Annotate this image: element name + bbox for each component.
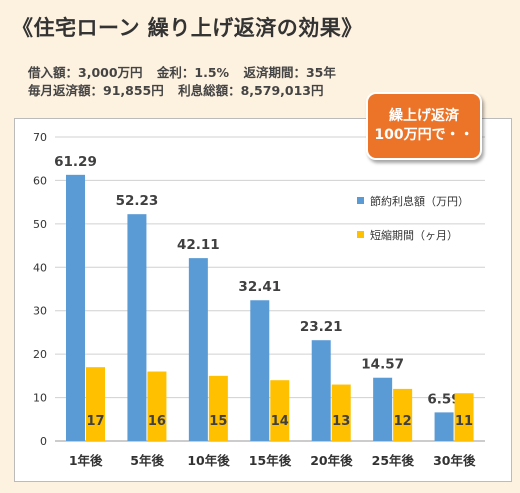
savings-bar (250, 300, 270, 441)
callout-line1: 繰上げ返済 (389, 108, 459, 124)
prepayment-callout: 繰上げ返済 100万円で・・ (366, 92, 482, 160)
x-tick-label: 30年後 (433, 453, 476, 468)
repayment-period: 返済期間：35年 (243, 65, 336, 80)
shortened-data-label: 15 (209, 414, 227, 429)
y-tick-label: 70 (33, 131, 47, 144)
shortened-data-label: 13 (332, 414, 350, 429)
y-tick-label: 60 (33, 174, 47, 187)
x-tick-label: 10年後 (187, 453, 230, 468)
savings-data-label: 42.11 (177, 237, 220, 253)
legend-label-shortened: 短縮期間（ヶ月） (370, 228, 458, 242)
y-tick-label: 20 (33, 348, 47, 361)
savings-bar (311, 340, 331, 441)
y-tick-label: 0 (40, 435, 47, 448)
savings-bar (373, 377, 393, 441)
savings-data-label: 52.23 (116, 193, 159, 209)
legend-swatch-savings (357, 197, 364, 204)
loan-amount: 借入額：3,000万円 (28, 65, 143, 80)
x-tick-label: 1年後 (69, 453, 103, 468)
shortened-bar (208, 375, 228, 441)
savings-data-label: 6.59 (427, 391, 460, 407)
callout-line2: 100万円で・・ (374, 127, 474, 143)
legend-label-savings: 節約利息額（万円） (370, 194, 469, 208)
shortened-bar (270, 380, 290, 441)
savings-bar (66, 174, 85, 441)
savings-bar (188, 258, 208, 441)
y-tick-label: 50 (33, 218, 47, 231)
loan-info-line1: 借入額：3,000万円 金利：1.5% 返済期間：35年 (28, 62, 346, 81)
y-tick-label: 40 (33, 261, 47, 274)
shortened-data-label: 16 (148, 414, 166, 429)
total-interest: 利息総額：8,579,013円 (178, 83, 324, 98)
shortened-bar (86, 367, 105, 441)
savings-bar (434, 412, 454, 441)
loan-info-line2: 毎月返済額：91,855円 利息総額：8,579,013円 (28, 80, 334, 99)
shortened-data-label: 17 (86, 414, 104, 429)
x-tick-label: 25年後 (372, 453, 415, 468)
shortened-bar (393, 388, 413, 441)
x-tick-label: 5年後 (130, 453, 164, 468)
legend-swatch-shortened (357, 231, 364, 238)
shortened-bar (331, 384, 351, 441)
y-tick-label: 10 (33, 392, 47, 405)
x-tick-label: 20年後 (310, 453, 353, 468)
shortened-data-label: 14 (271, 414, 289, 429)
shortened-data-label: 11 (455, 414, 473, 429)
savings-data-label: 14.57 (361, 357, 404, 373)
x-tick-label: 15年後 (249, 453, 292, 468)
savings-data-label: 32.41 (238, 279, 281, 295)
interest-rate: 金利：1.5% (156, 65, 230, 80)
shortened-bar (147, 371, 167, 441)
chart-area: 0 10 20 30 40 50 60 70 61.29 17 1年後 52.23 16 5年後 42.11… (14, 118, 512, 482)
savings-data-label: 61.29 (54, 154, 97, 170)
shortened-bar (454, 393, 474, 441)
bar-chart: 0 10 20 30 40 50 60 70 61.29 17 1年後 52.23 16 5年後 42.11… (33, 131, 485, 468)
monthly-payment: 毎月返済額：91,855円 (28, 83, 164, 98)
savings-data-label: 23.21 (300, 319, 343, 335)
savings-bar (127, 214, 147, 441)
shortened-data-label: 12 (394, 414, 412, 429)
page-title: 《住宅ローン 繰り上げ返済の効果》 (12, 16, 363, 40)
y-tick-label: 30 (33, 305, 47, 318)
